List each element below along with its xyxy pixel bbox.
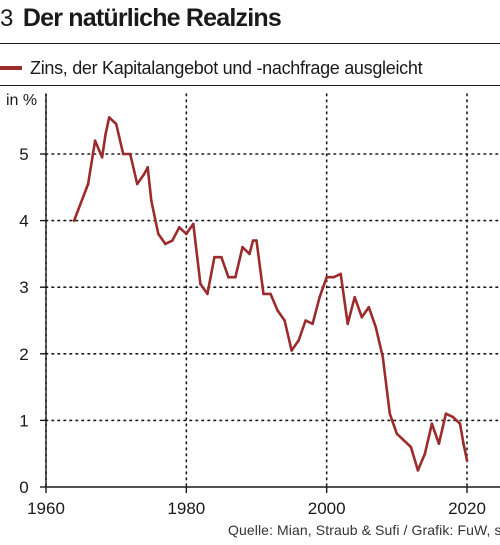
data-point — [332, 275, 336, 279]
data-point — [157, 232, 160, 236]
x-tick-label: 1980 — [167, 499, 205, 518]
y-tick-label: 5 — [19, 145, 28, 164]
data-point — [381, 355, 385, 359]
data-point — [297, 339, 300, 342]
data-point — [72, 219, 76, 222]
data-point — [185, 232, 188, 236]
y-axis-unit-label: in % — [6, 92, 38, 109]
data-point — [416, 469, 420, 472]
figure-number: 3 — [0, 5, 13, 32]
data-point — [276, 309, 279, 312]
data-point — [192, 222, 195, 226]
data-point — [135, 182, 139, 186]
data-point — [423, 452, 427, 456]
source-note: Quelle: Mian, Straub & Sufi / Grafik: Fu… — [228, 522, 500, 538]
data-point — [213, 255, 216, 259]
figure-title-row: 3 Der natürliche Realzins — [0, 4, 282, 38]
y-tick-label: 4 — [19, 212, 28, 231]
data-point — [107, 116, 111, 119]
data-point — [437, 442, 441, 446]
data-point — [227, 275, 230, 279]
data-point — [128, 152, 132, 156]
data-point — [93, 139, 97, 142]
y-tick-label: 1 — [19, 411, 28, 430]
data-point — [178, 226, 181, 229]
data-point — [171, 239, 174, 242]
data-point — [283, 319, 286, 322]
data-point — [388, 412, 392, 416]
data-point — [339, 272, 343, 276]
data-point — [395, 432, 399, 436]
data-point — [234, 275, 237, 279]
title-divider — [0, 43, 500, 44]
data-point — [86, 182, 90, 186]
y-tick-label: 0 — [19, 478, 28, 497]
chart-title: Der natürliche Realzins — [22, 4, 282, 32]
data-point — [465, 459, 469, 462]
legend: Zins, der Kapitalangebot und -nachfrage … — [0, 54, 423, 82]
data-point — [444, 412, 448, 416]
data-point — [353, 295, 357, 299]
data-point — [311, 322, 314, 326]
data-point — [206, 292, 209, 296]
legend-label: Zins, der Kapitalangebot und -nachfrage … — [30, 57, 423, 78]
data-point — [430, 422, 434, 426]
data-point — [121, 152, 125, 156]
x-tick-label: 1960 — [27, 499, 65, 518]
data-point — [290, 349, 293, 352]
data-point — [104, 132, 107, 136]
data-point — [318, 295, 321, 299]
data-point — [100, 156, 104, 159]
data-point — [199, 282, 202, 286]
x-tick-label: 2020 — [448, 499, 486, 518]
data-point — [367, 305, 371, 309]
data-point — [374, 325, 378, 329]
data-point — [325, 275, 329, 279]
data-point — [251, 239, 255, 242]
series-line — [72, 116, 469, 472]
y-tick-label: 3 — [19, 278, 28, 297]
data-point — [248, 252, 251, 256]
data-point — [269, 292, 272, 296]
data-point — [402, 439, 406, 442]
data-point — [220, 255, 223, 259]
data-point — [241, 245, 244, 249]
legend-swatch — [0, 66, 22, 70]
data-point — [262, 292, 265, 296]
data-point — [146, 166, 149, 169]
x-tick-label: 2000 — [308, 499, 346, 518]
data-point — [462, 442, 465, 446]
data-point — [346, 322, 350, 326]
data-point — [150, 199, 153, 202]
y-tick-label: 2 — [19, 345, 28, 364]
data-point — [255, 239, 258, 242]
data-point — [360, 315, 364, 319]
data-point — [409, 445, 413, 449]
data-point — [114, 122, 118, 126]
data-point — [142, 172, 146, 176]
data-point — [458, 422, 462, 426]
legend-divider — [0, 85, 500, 86]
data-point — [164, 242, 167, 246]
data-point — [451, 415, 455, 419]
data-point — [304, 319, 307, 322]
